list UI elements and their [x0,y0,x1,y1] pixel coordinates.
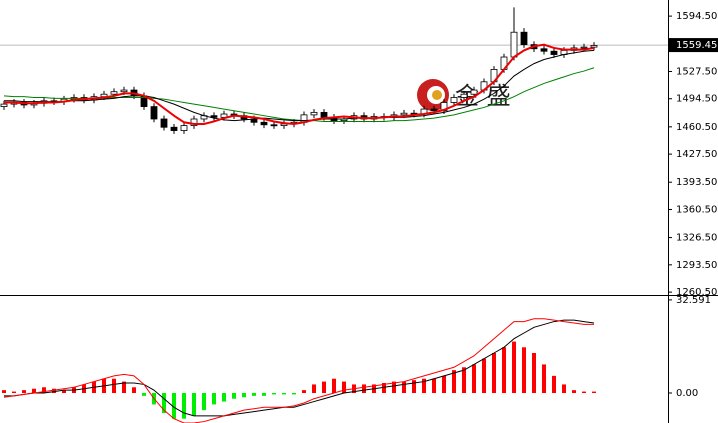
macd-bar [562,384,566,393]
candle-body [580,46,588,49]
macd-bar [32,388,36,393]
y-tick-label: 1460.50 [676,122,717,133]
y-tick-label: 1326.50 [676,233,717,244]
macd-bar [212,393,216,405]
macd-line [3,318,594,423]
macd-bar [472,364,476,393]
macd-bar [452,370,456,393]
macd-bar [432,378,436,393]
macd-bar [262,393,266,396]
macd-bar [542,364,546,393]
y-tick-label: 1594.50 [676,11,717,22]
y-tick-label: 1360.50 [676,204,717,215]
y-tick-label: 32.591 [676,295,711,306]
candle-body [450,97,458,103]
macd-bar [322,381,326,393]
macd-bar [112,378,116,393]
y-tick-label: 0.00 [676,388,698,399]
y-tick-label: 1494.50 [676,94,717,105]
macd-bar [292,393,296,395]
macd-bar [492,353,496,393]
candle-body [190,118,198,127]
last-price-box [669,38,718,53]
macd-bar [362,384,366,393]
candle-body [540,48,548,52]
macd-bar [482,358,486,393]
macd-bar [172,393,176,419]
candle-body [180,125,188,131]
macd-bar [382,383,386,393]
macd-bar [42,387,46,393]
macd-bar [312,384,316,393]
candle-body [550,50,558,55]
macd-bar [252,393,256,396]
macd-bar [332,378,336,393]
macd-bar [52,388,56,393]
macd-bar [422,378,426,393]
macd-bar [132,387,136,393]
macd-bar [232,393,236,399]
candle-body [320,111,328,118]
candle-body [150,106,158,120]
y-tick-label: 1293.50 [676,260,717,271]
macd-bar [572,390,576,393]
candle-body [210,115,218,118]
macd-bar [522,347,526,393]
macd-bar [122,381,126,393]
macd-bar [222,393,226,402]
macd-bar [162,393,166,413]
candle-body [170,126,178,131]
last-price-label: 1559.45 [676,40,717,51]
candle-body [520,31,528,46]
logo-part [432,90,442,100]
macd-bar [2,390,6,393]
macd-bar [532,353,536,393]
macd-bar [412,380,416,393]
candle-body [120,89,128,93]
macd-bar [402,381,406,393]
moving-average [4,43,595,125]
macd-bar [192,393,196,416]
candle-body [260,121,268,126]
candle-body [590,45,598,48]
y-tick-label: 1260.50 [676,287,717,298]
moving-average [4,49,595,122]
macd-bar [462,367,466,393]
macd-bar [62,390,66,393]
candle-body [270,124,278,127]
macd-bar [142,393,146,396]
macd-bar [392,381,396,393]
candle-body [510,31,518,58]
macd-bar [582,391,586,393]
macd-bar [282,393,286,395]
macd-bar [242,393,246,398]
y-tick-label: 1427.50 [676,149,717,160]
macd-bar [272,393,276,395]
candle-body [160,118,168,128]
candle-body [110,91,118,95]
macd-bar [302,390,306,393]
candle-body [400,112,408,116]
candle-body [310,111,318,116]
macd-bar [592,391,596,393]
y-tick-label: 1527.50 [676,66,717,77]
macd-bar [442,375,446,393]
macd-bar [182,393,186,419]
macd-bar [202,393,206,411]
candle-body [430,108,438,112]
y-tick-label: 1393.50 [676,177,717,188]
macd-bar [502,347,506,393]
macd-bar [22,390,26,393]
candle-body [460,93,468,98]
macd-bar [552,375,556,393]
candle-body [470,89,478,95]
macd-bar [342,381,346,393]
macd-line [4,319,595,417]
macd-bar [12,391,16,393]
macd-bar [512,341,516,393]
candle-body [0,103,8,107]
